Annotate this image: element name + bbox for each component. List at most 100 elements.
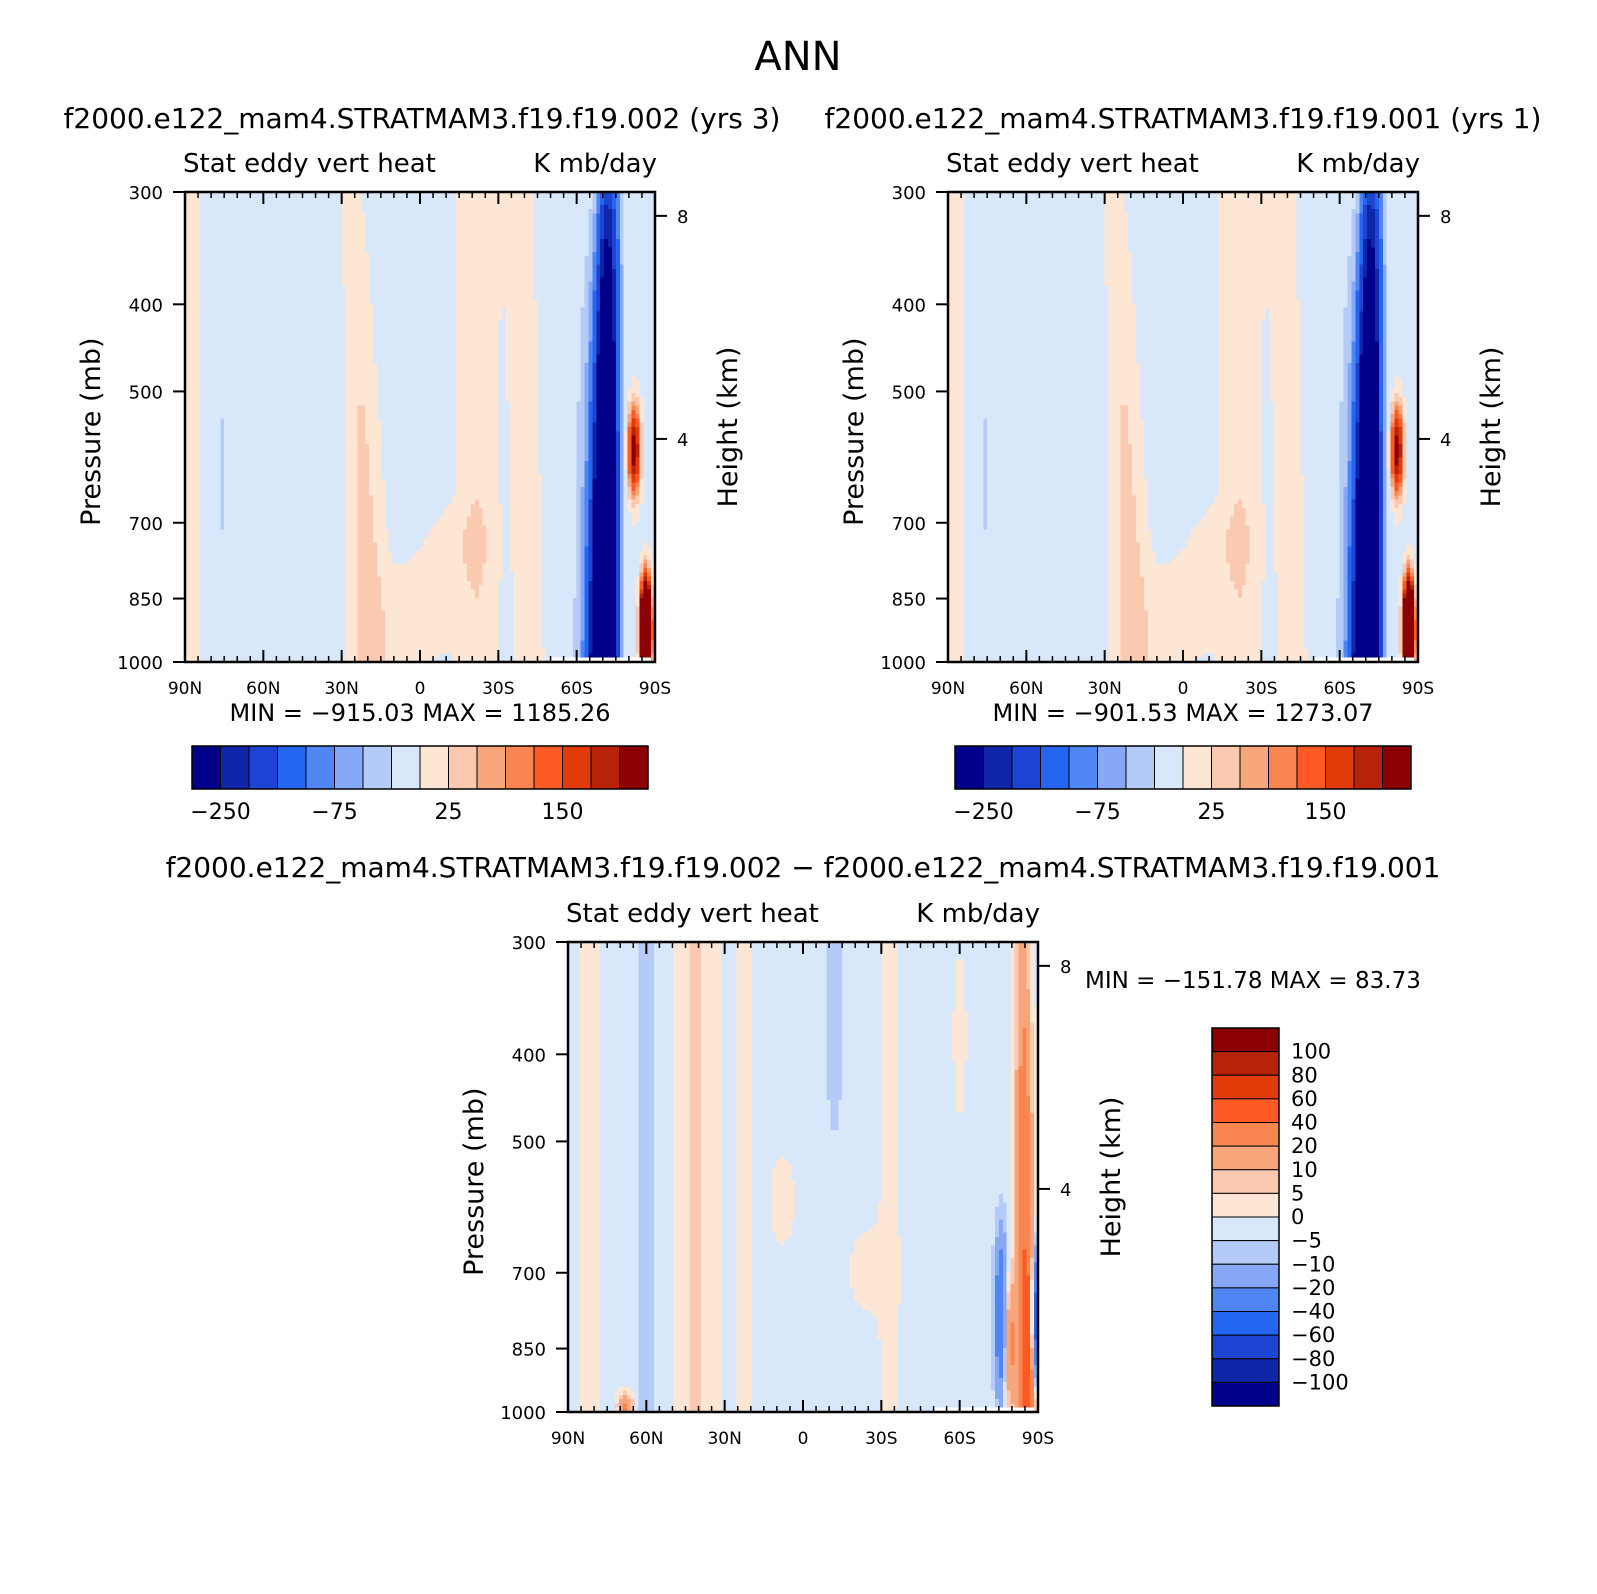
- heatmap-cell: [244, 252, 249, 257]
- heatmap-cell: [299, 269, 304, 274]
- heatmap-cell: [628, 218, 633, 223]
- heatmap-cell: [397, 218, 402, 223]
- heatmap-cell: [526, 320, 531, 325]
- heatmap-cell: [522, 222, 527, 227]
- heatmap-cell: [236, 248, 241, 253]
- heatmap-cell: [193, 303, 198, 308]
- heatmap-cell: [600, 307, 605, 312]
- heatmap-cell: [569, 346, 574, 351]
- heatmap-cell: [624, 230, 629, 235]
- heatmap-cell: [440, 239, 445, 244]
- heatmap-cell: [224, 235, 229, 240]
- heatmap-cell: [393, 213, 398, 218]
- heatmap-cell: [377, 333, 382, 338]
- heatmap-cell: [592, 265, 597, 270]
- heatmap-cell: [393, 256, 398, 261]
- heatmap-cell: [287, 277, 292, 282]
- heatmap-cell: [573, 282, 578, 287]
- heatmap-cell: [318, 307, 323, 312]
- heatmap-cell: [585, 303, 590, 308]
- heatmap-cell: [561, 333, 566, 338]
- heatmap-cell: [224, 209, 229, 214]
- heatmap-cell: [553, 205, 558, 210]
- heatmap-cell: [647, 282, 652, 287]
- heatmap-cell: [620, 282, 625, 287]
- heatmap-cell: [463, 303, 468, 308]
- heatmap-cell: [428, 209, 433, 214]
- heatmap-cell: [491, 205, 496, 210]
- heatmap-cell: [346, 201, 351, 206]
- heatmap-cell: [252, 222, 257, 227]
- heatmap-cell: [424, 282, 429, 287]
- heatmap-cell: [416, 230, 421, 235]
- heatmap-cell: [588, 333, 593, 338]
- heatmap-cell: [397, 252, 402, 257]
- heatmap-cell: [577, 265, 582, 270]
- heatmap-cell: [322, 218, 327, 223]
- heatmap-cell: [256, 307, 261, 312]
- heatmap-cell: [463, 277, 468, 282]
- heatmap-cell: [303, 333, 308, 338]
- heatmap-cell: [326, 307, 331, 312]
- heatmap-cell: [346, 354, 351, 359]
- heatmap-cell: [600, 312, 605, 317]
- heatmap-cell: [436, 354, 441, 359]
- heatmap-cell: [432, 205, 437, 210]
- heatmap-cell: [420, 295, 425, 300]
- heatmap-cell: [545, 346, 550, 351]
- heatmap-cell: [385, 290, 390, 295]
- heatmap-cell: [310, 333, 315, 338]
- heatmap-cell: [338, 235, 343, 240]
- heatmap-cell: [639, 303, 644, 308]
- heatmap-cell: [256, 320, 261, 325]
- heatmap-cell: [259, 307, 264, 312]
- heatmap-cell: [212, 282, 217, 287]
- heatmap-cell: [267, 213, 272, 218]
- heatmap-cell: [573, 239, 578, 244]
- heatmap-cell: [565, 312, 570, 317]
- heatmap-cell: [643, 363, 648, 368]
- heatmap-cell: [616, 307, 621, 312]
- heatmap-cell: [346, 299, 351, 304]
- heatmap-cell: [267, 201, 272, 206]
- heatmap-cell: [534, 277, 539, 282]
- heatmap-cell: [197, 201, 202, 206]
- heatmap-cell: [201, 359, 206, 364]
- heatmap-cell: [240, 346, 245, 351]
- heatmap-cell: [639, 295, 644, 300]
- heatmap-cell: [483, 273, 488, 278]
- heatmap-cell: [248, 303, 253, 308]
- heatmap-cell: [385, 243, 390, 248]
- heatmap-cell: [283, 201, 288, 206]
- heatmap-cell: [193, 218, 198, 223]
- heatmap-cell: [377, 324, 382, 329]
- heatmap-cell: [541, 333, 546, 338]
- heatmap-cell: [408, 333, 413, 338]
- heatmap-cell: [643, 230, 648, 235]
- heatmap-cell: [451, 346, 456, 351]
- heatmap-cell: [549, 359, 554, 364]
- heatmap-cell: [240, 307, 245, 312]
- heatmap-cell: [553, 222, 558, 227]
- heatmap-cell: [447, 209, 452, 214]
- heatmap-cell: [588, 248, 593, 253]
- heatmap-cell: [303, 363, 308, 368]
- heatmap-cell: [440, 316, 445, 321]
- heatmap-cell: [506, 329, 511, 334]
- heatmap-cell: [287, 218, 292, 223]
- heatmap-cell: [330, 273, 335, 278]
- heatmap-cell: [205, 312, 210, 317]
- heatmap-cell: [330, 205, 335, 210]
- heatmap-cell: [385, 354, 390, 359]
- heatmap-cell: [514, 354, 519, 359]
- heatmap-cell: [624, 256, 629, 261]
- heatmap-cell: [295, 260, 300, 265]
- heatmap-cell: [569, 248, 574, 253]
- heatmap-cell: [361, 239, 366, 244]
- heatmap-cell: [459, 205, 464, 210]
- heatmap-cell: [381, 273, 386, 278]
- heatmap-cell: [510, 230, 515, 235]
- heatmap-cell: [498, 363, 503, 368]
- heatmap-cell: [573, 290, 578, 295]
- heatmap-cell: [259, 226, 264, 231]
